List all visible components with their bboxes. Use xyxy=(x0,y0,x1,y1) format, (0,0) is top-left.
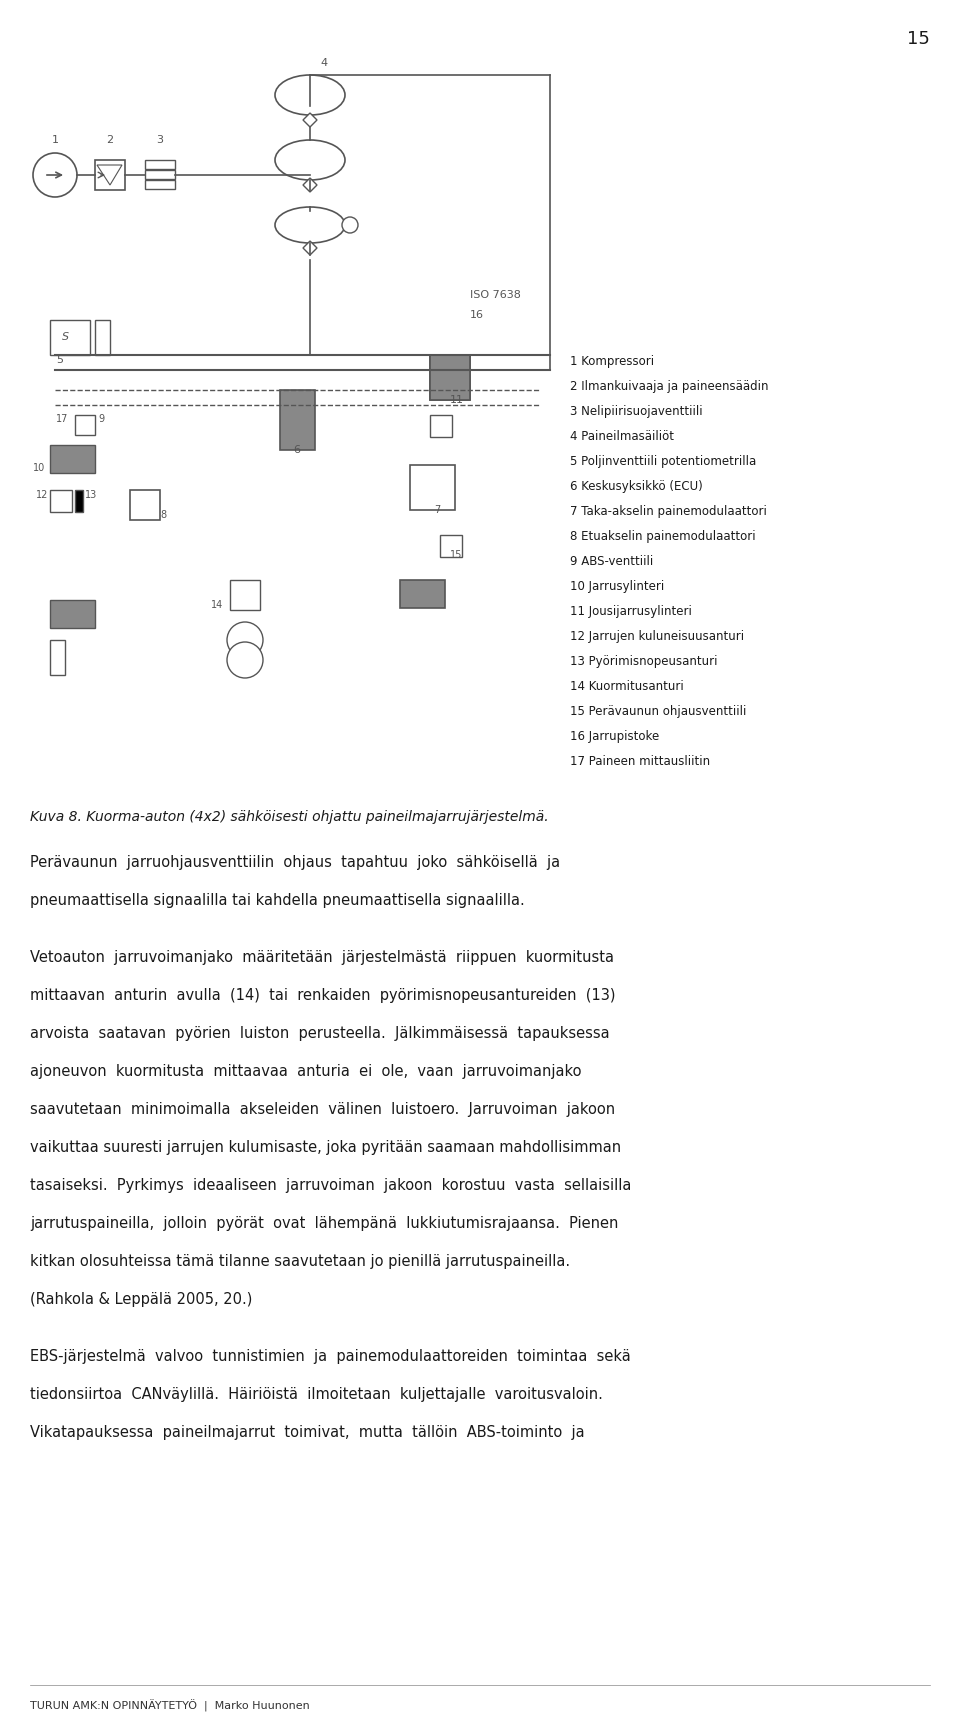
Text: 2 Ilmankuivaaja ja paineensäädin: 2 Ilmankuivaaja ja paineensäädin xyxy=(570,381,769,393)
Bar xyxy=(280,389,315,449)
Text: 11 Jousijarrusylinteri: 11 Jousijarrusylinteri xyxy=(570,604,692,618)
Circle shape xyxy=(342,217,358,232)
Bar xyxy=(145,170,175,179)
Text: 6 Keskusyksikkö (ECU): 6 Keskusyksikkö (ECU) xyxy=(570,480,703,492)
Text: 7 Taka-akselin painemodulaattori: 7 Taka-akselin painemodulaattori xyxy=(570,505,767,518)
Text: (Rahkola & Leppälä 2005, 20.): (Rahkola & Leppälä 2005, 20.) xyxy=(30,1292,252,1307)
Bar xyxy=(50,320,90,355)
Text: jarrutuspaineilla,  jolloin  pyörät  ovat  lähempänä  lukkiutumisrajaansa.  Pien: jarrutuspaineilla, jolloin pyörät ovat l… xyxy=(30,1216,618,1231)
Text: tiedonsiirtoa  CANväylillä.  Häiriöistä  ilmoitetaan  kuljettajalle  varoitusval: tiedonsiirtoa CANväylillä. Häiriöistä il… xyxy=(30,1386,603,1402)
Text: tasaiseksi.  Pyrkimys  ideaaliseen  jarruvoiman  jakoon  korostuu  vasta  sellai: tasaiseksi. Pyrkimys ideaaliseen jarruvo… xyxy=(30,1178,632,1193)
Text: ISO 7638: ISO 7638 xyxy=(470,289,521,300)
Text: pneumaattisella signaalilla tai kahdella pneumaattisella signaalilla.: pneumaattisella signaalilla tai kahdella… xyxy=(30,894,525,907)
Bar xyxy=(50,491,72,511)
Bar xyxy=(145,181,175,189)
Text: EBS-järjestelmä  valvoo  tunnistimien  ja  painemodulaattoreiden  toimintaa  sek: EBS-järjestelmä valvoo tunnistimien ja p… xyxy=(30,1348,631,1364)
Text: ajoneuvon  kuormitusta  mittaavaa  anturia  ei  ole,  vaan  jarruvoimanjako: ajoneuvon kuormitusta mittaavaa anturia … xyxy=(30,1064,582,1080)
Bar xyxy=(430,355,470,400)
Text: Perävaunun  jarruohjausventtiilin  ohjaus  tapahtuu  joko  sähköisellä  ja: Perävaunun jarruohjausventtiilin ohjaus … xyxy=(30,856,560,870)
Text: 5 Poljinventtiili potentiometrilla: 5 Poljinventtiili potentiometrilla xyxy=(570,455,756,468)
Text: 2: 2 xyxy=(107,134,113,145)
Text: 14 Kuormitusanturi: 14 Kuormitusanturi xyxy=(570,680,684,692)
Bar xyxy=(75,491,83,511)
Text: Kuva 8. Kuorma-auton (4x2) sähköisesti ohjattu paineilmajarrujärjestelmä.: Kuva 8. Kuorma-auton (4x2) sähköisesti o… xyxy=(30,809,548,825)
Bar xyxy=(75,415,95,436)
Text: 12 Jarrujen kuluneisuusanturi: 12 Jarrujen kuluneisuusanturi xyxy=(570,630,744,642)
Text: 5: 5 xyxy=(57,355,63,365)
Text: 17 Paineen mittausliitin: 17 Paineen mittausliitin xyxy=(570,754,710,768)
Bar xyxy=(50,599,95,629)
Text: 8: 8 xyxy=(160,510,166,520)
Polygon shape xyxy=(303,177,317,191)
Text: 11: 11 xyxy=(450,394,464,405)
Text: 13 Pyörimisnopeusanturi: 13 Pyörimisnopeusanturi xyxy=(570,654,717,668)
Bar xyxy=(410,465,455,510)
Text: 4: 4 xyxy=(320,59,327,67)
Text: 17: 17 xyxy=(56,413,68,424)
Ellipse shape xyxy=(275,139,345,181)
Text: arvoista  saatavan  pyörien  luiston  perusteella.  Jälkimmäisessä  tapauksessa: arvoista saatavan pyörien luiston perust… xyxy=(30,1026,610,1042)
Text: TURUN AMK:N OPINNÄYTETYÖ  |  Marko Huunonen: TURUN AMK:N OPINNÄYTETYÖ | Marko Huunone… xyxy=(30,1700,310,1712)
Text: 15: 15 xyxy=(450,549,463,560)
Text: mittaavan  anturin  avulla  (14)  tai  renkaiden  pyörimisnopeusantureiden  (13): mittaavan anturin avulla (14) tai renkai… xyxy=(30,988,615,1002)
Text: 10: 10 xyxy=(33,463,45,474)
Text: Vikatapauksessa  paineilmajarrut  toimivat,  mutta  tällöin  ABS-toiminto  ja: Vikatapauksessa paineilmajarrut toimivat… xyxy=(30,1426,585,1440)
Text: 1 Kompressori: 1 Kompressori xyxy=(570,355,654,369)
Text: 10 Jarrusylinteri: 10 Jarrusylinteri xyxy=(570,580,664,592)
Bar xyxy=(50,641,65,675)
Text: 4 Paineilmasäiliöt: 4 Paineilmasäiliöt xyxy=(570,430,674,443)
Text: saavutetaan  minimoimalla  akseleiden  välinen  luistoero.  Jarruvoiman  jakoon: saavutetaan minimoimalla akseleiden väli… xyxy=(30,1102,615,1118)
Bar xyxy=(230,580,260,610)
Text: 7: 7 xyxy=(434,505,440,515)
Text: vaikuttaa suuresti jarrujen kulumisaste, joka pyritään saamaan mahdollisimman: vaikuttaa suuresti jarrujen kulumisaste,… xyxy=(30,1140,621,1155)
Text: 15 Perävaunun ohjausventtiili: 15 Perävaunun ohjausventtiili xyxy=(570,704,746,718)
Text: 3 Nelipiirisuojaventtiili: 3 Nelipiirisuojaventtiili xyxy=(570,405,703,418)
Bar xyxy=(50,444,95,474)
Bar xyxy=(440,536,462,556)
Text: Vetoauton  jarruvoimanjako  määritetään  järjestelmästä  riippuen  kuormitusta: Vetoauton jarruvoimanjako määritetään jä… xyxy=(30,951,614,964)
Circle shape xyxy=(227,622,263,658)
Bar xyxy=(430,355,470,400)
Circle shape xyxy=(33,153,77,196)
Bar xyxy=(400,580,445,608)
Ellipse shape xyxy=(275,207,345,243)
Bar xyxy=(95,320,110,355)
Text: 8 Etuakselin painemodulaattori: 8 Etuakselin painemodulaattori xyxy=(570,530,756,542)
Text: S: S xyxy=(61,332,68,343)
Text: 12: 12 xyxy=(36,491,48,499)
Text: 3: 3 xyxy=(156,134,163,145)
Text: 14: 14 xyxy=(211,599,223,610)
Polygon shape xyxy=(303,241,317,255)
Text: 16 Jarrupistoke: 16 Jarrupistoke xyxy=(570,730,660,742)
Text: 6: 6 xyxy=(294,444,300,455)
Polygon shape xyxy=(303,114,317,127)
Text: 9 ABS-venttiili: 9 ABS-venttiili xyxy=(570,554,653,568)
Bar xyxy=(130,491,160,520)
Text: 15: 15 xyxy=(907,29,930,48)
Circle shape xyxy=(227,642,263,678)
Polygon shape xyxy=(97,165,122,184)
Text: 1: 1 xyxy=(52,134,59,145)
Text: 13: 13 xyxy=(85,491,97,499)
Bar xyxy=(145,160,175,169)
Ellipse shape xyxy=(275,76,345,115)
Bar xyxy=(95,160,125,189)
Text: 16: 16 xyxy=(470,310,484,320)
Text: kitkan olosuhteissa tämä tilanne saavutetaan jo pienillä jarrutuspaineilla.: kitkan olosuhteissa tämä tilanne saavute… xyxy=(30,1254,570,1269)
Text: 9: 9 xyxy=(98,413,104,424)
Bar xyxy=(430,415,452,437)
